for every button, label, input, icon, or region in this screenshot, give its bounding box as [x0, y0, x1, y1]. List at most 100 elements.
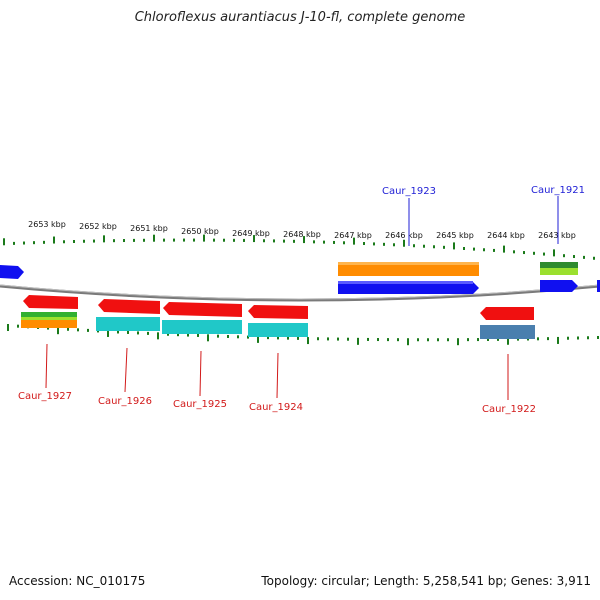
scale-tick-top [243, 238, 245, 242]
gene-arrow-caur-1923[interactable] [338, 281, 479, 294]
scale-label: 2645 kbp [436, 231, 474, 240]
scale-tick-top [553, 249, 555, 257]
gene-feature-teal-caur-1924[interactable] [248, 323, 308, 337]
gene-label-caur-1921[interactable]: Caur_1921 [531, 185, 585, 196]
scale-tick-top [383, 242, 385, 246]
scale-tick-bottom [137, 331, 139, 335]
scale-tick-bottom [407, 338, 409, 346]
gene-label-caur-1923[interactable]: Caur_1923 [382, 186, 436, 197]
scale-tick-bottom [367, 337, 369, 341]
gene-label-caur-1926[interactable]: Caur_1926 [98, 396, 152, 407]
scale-tick-bottom [157, 332, 159, 340]
genome-summary-text: Topology: circular; Length: 5,258,541 bp… [261, 574, 591, 588]
gene-feature-teal-caur-1926[interactable] [96, 317, 160, 331]
scale-tick-top [143, 238, 145, 242]
scale-tick-bottom [117, 330, 119, 334]
scale-label: 2646 kbp [385, 231, 423, 240]
scale-label: 2648 kbp [283, 230, 321, 239]
gene-feature-orange-caur-1923[interactable] [338, 262, 479, 276]
scale-tick-top [463, 246, 465, 250]
scale-label: 2650 kbp [181, 227, 219, 236]
scale-ticks [3, 234, 599, 346]
scale-tick-bottom [587, 336, 589, 340]
scale-tick-top [353, 237, 355, 245]
scale-label: 2647 kbp [334, 231, 372, 240]
scale-tick-bottom [487, 337, 489, 341]
gene-feature-lime-caur-1927[interactable] [21, 317, 77, 320]
gene-arrow-caur-1921[interactable] [540, 280, 578, 292]
scale-tick-bottom [477, 338, 479, 342]
gene-feature-orange-highlight [338, 262, 479, 265]
scale-tick-top [33, 241, 35, 245]
gene-arrow-forward-left-edge[interactable] [0, 265, 24, 279]
scale-tick-bottom [167, 332, 169, 336]
scale-tick-bottom [357, 337, 359, 345]
gene-label-caur-1924[interactable]: Caur_1924 [249, 402, 303, 413]
scale-tick-bottom [267, 336, 269, 340]
scale-tick-bottom [177, 333, 179, 337]
leader-line-caur-1926 [124, 347, 128, 393]
scale-tick-top [173, 238, 175, 242]
gene-label-caur-1922[interactable]: Caur_1922 [482, 404, 536, 415]
gene-feature-green-caur-1927[interactable] [21, 312, 77, 317]
scale-tick-top [443, 245, 445, 249]
scale-tick-top [153, 234, 155, 242]
scale-tick-top [403, 239, 405, 247]
scale-tick-top [513, 250, 515, 254]
scale-tick-bottom [467, 338, 469, 342]
scale-tick-top [373, 242, 375, 246]
scale-tick-top [183, 238, 185, 242]
scale-tick-bottom [147, 331, 149, 335]
gene-feature-orange-caur-1927[interactable] [21, 320, 77, 328]
gene-label-caur-1925[interactable]: Caur_1925 [173, 399, 227, 410]
scale-tick-bottom [87, 328, 89, 332]
scale-tick-bottom [217, 334, 219, 338]
scale-tick-bottom [187, 333, 189, 337]
scale-tick-bottom [317, 337, 319, 341]
scale-label: 2644 kbp [487, 231, 525, 240]
scale-tick-top [393, 243, 395, 247]
genome-backbone-highlight [0, 284, 600, 300]
scale-tick-bottom [57, 327, 59, 335]
scale-label: 2652 kbp [79, 222, 117, 231]
scale-tick-bottom [47, 326, 49, 330]
scale-tick-top [13, 241, 15, 245]
gene-arrow-caur-1924[interactable] [248, 305, 308, 319]
scale-tick-bottom [507, 337, 509, 345]
scale-tick-top [363, 242, 365, 246]
scale-tick-bottom [77, 328, 79, 332]
gene-feature-teal-caur-1925[interactable] [162, 320, 242, 334]
gene-feature-steel-caur-1922[interactable] [480, 325, 535, 339]
scale-tick-top [283, 239, 285, 243]
scale-tick-top [163, 238, 165, 242]
scale-tick-bottom [7, 324, 9, 332]
scale-tick-bottom [297, 336, 299, 340]
gene-arrow-caur-1922[interactable] [480, 307, 534, 320]
scale-tick-bottom [437, 338, 439, 342]
scale-tick-top [473, 247, 475, 251]
gene-arrow-right-edge[interactable] [597, 280, 600, 292]
scale-label: 2643 kbp [538, 231, 576, 240]
scale-label: 2649 kbp [232, 229, 270, 238]
gene-label-caur-1927[interactable]: Caur_1927 [18, 391, 72, 402]
scale-tick-bottom [427, 338, 429, 342]
scale-label: 2653 kbp [28, 220, 66, 229]
scale-tick-bottom [457, 338, 459, 346]
gene-feature-lime-caur-1921[interactable] [540, 268, 578, 275]
scale-tick-top [523, 251, 525, 255]
scale-tick-bottom [547, 337, 549, 341]
scale-tick-top [223, 238, 225, 242]
scale-tick-top [233, 238, 235, 242]
scale-tick-top [483, 248, 485, 252]
gene-feature-green-caur-1921[interactable] [540, 262, 578, 268]
gene-arrow-caur-1927[interactable] [23, 295, 78, 309]
scale-tick-bottom [337, 337, 339, 341]
gene-arrow-caur-1925[interactable] [163, 302, 242, 317]
scale-tick-top [203, 234, 205, 242]
scale-tick-top [193, 238, 195, 242]
scale-tick-bottom [127, 330, 129, 334]
gene-arrow-caur-1926[interactable] [98, 299, 160, 314]
scale-tick-top [213, 238, 215, 242]
scale-tick-top [323, 240, 325, 244]
scale-tick-top [543, 252, 545, 256]
